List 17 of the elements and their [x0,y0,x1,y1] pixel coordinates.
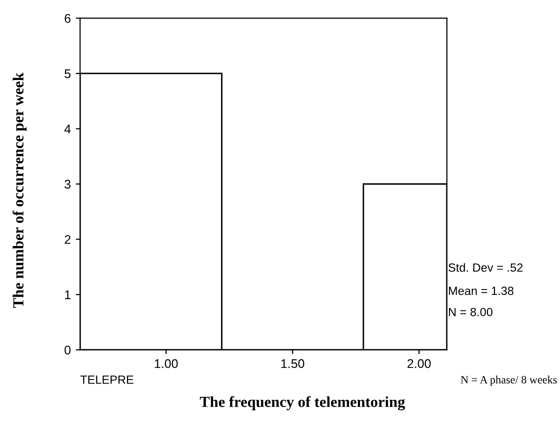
y-tick-label: 4 [64,124,71,134]
y-tick-label: 6 [64,14,71,23]
y-tick-label: 2 [64,235,70,244]
text: N = 8.00 [448,308,492,316]
x-tick-label: 1.50 [281,359,304,368]
text: Std. Dev = .52 [448,263,523,272]
y-tick-label: 5 [64,69,71,78]
y-tick-label: 0 [64,346,71,354]
y-tick-label: 1 [65,290,70,300]
x-axis-title: The frequency of telementoring [200,396,406,410]
text: N = A phase/ 8 weeks [460,376,557,386]
x-tick-label: 1.00 [154,359,178,368]
y-tick-label: 3 [64,180,71,189]
text: TELEPRE [80,376,134,384]
y-axis-title: The number of occurrence per week [12,72,27,308]
x-tick-label: 2.00 [408,359,431,368]
text: Mean = 1.38 [448,286,514,296]
